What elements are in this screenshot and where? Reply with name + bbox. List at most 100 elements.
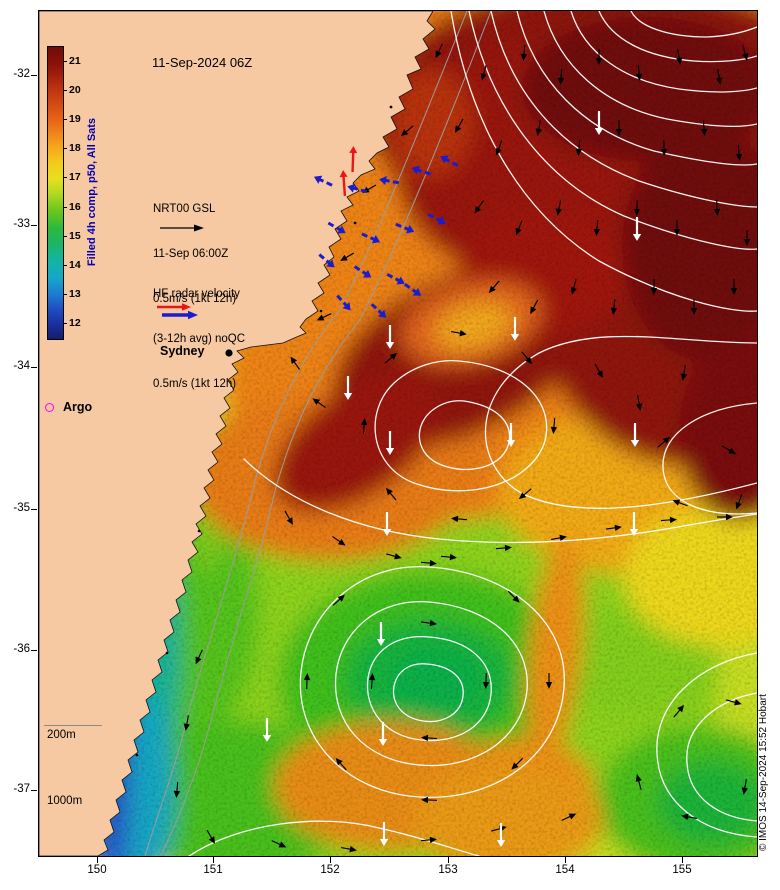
depth-legend-line <box>44 725 102 726</box>
current-arrow <box>735 144 743 161</box>
sydney-marker <box>225 349 233 357</box>
current-arrow <box>550 417 558 434</box>
current-arrow <box>451 515 468 523</box>
current-arrow <box>717 513 733 521</box>
gsl-scale-arrow-icon <box>160 224 204 232</box>
current-arrow <box>385 487 397 501</box>
hf-radar-arrow <box>361 232 381 244</box>
colorbar-tick-mark <box>63 206 67 208</box>
current-arrow <box>332 594 345 606</box>
current-arrow <box>551 534 567 541</box>
current-arrow <box>635 64 643 81</box>
white-current-arrow <box>629 512 639 536</box>
current-arrow <box>435 43 443 59</box>
hf-radar-arrow <box>347 183 368 194</box>
current-arrow <box>741 779 748 795</box>
hf-radar-arrow <box>403 283 422 296</box>
current-arrow <box>440 553 457 561</box>
legend-gsl: NRT00 GSL 11-Sep 06:00Z 0.5m/s (1kt 12h) <box>153 172 236 337</box>
current-arrow <box>716 69 723 85</box>
current-arrow <box>657 436 671 448</box>
white-current-arrow <box>506 423 516 447</box>
current-arrow <box>520 44 528 61</box>
hf-radar-arrow <box>411 165 431 176</box>
current-arrow <box>507 590 520 603</box>
white-current-arrow <box>385 325 395 349</box>
argo-label: Argo <box>63 400 93 414</box>
current-arrow <box>700 119 708 136</box>
current-arrow <box>303 673 311 690</box>
current-arrow <box>495 544 512 552</box>
current-arrow <box>570 279 577 295</box>
colorbar-tick-mark <box>63 148 67 150</box>
current-arrow <box>173 781 181 798</box>
map-title: 11-Sep-2024 06Z <box>152 55 253 70</box>
current-arrow <box>420 559 437 567</box>
sydney-label: Sydney <box>160 344 205 358</box>
current-arrow <box>593 219 601 236</box>
current-arrow <box>271 840 287 848</box>
colorbar-tick-label: 20 <box>69 83 81 96</box>
y-tick-mark <box>31 509 37 510</box>
current-arrow <box>545 673 553 689</box>
current-arrow <box>673 704 685 718</box>
colorbar-tick-mark <box>63 60 67 62</box>
y-tick-mark <box>31 225 37 226</box>
hf-radar-arrow <box>336 294 351 311</box>
current-arrow <box>660 516 677 524</box>
depth-label-200m: 200m <box>47 729 76 741</box>
copyright-text: © IMOS 14-Sep-2024 15:52 Hobart <box>758 694 769 851</box>
hf-radar-arrow <box>427 212 446 225</box>
colorbar <box>47 46 64 340</box>
current-arrow <box>615 120 623 136</box>
current-arrow <box>721 445 736 454</box>
x-tick-label: 152 <box>320 864 340 876</box>
current-arrow <box>535 120 542 136</box>
current-arrow <box>384 352 398 364</box>
colorbar-tick-label: 15 <box>69 229 81 242</box>
current-arrow <box>575 139 583 156</box>
legend-hf-line3: 0.5m/s (1kt 12h) <box>153 378 237 390</box>
white-current-arrow <box>510 317 520 341</box>
current-arrow <box>511 757 524 770</box>
current-arrow <box>743 230 751 246</box>
y-tick-label: -35 <box>13 502 30 514</box>
current-arrow <box>633 199 641 216</box>
current-arrow <box>515 220 523 236</box>
current-arrow <box>474 200 485 214</box>
white-current-arrow <box>379 822 389 846</box>
current-arrow <box>595 49 603 65</box>
x-tick-mark <box>330 857 331 863</box>
colorbar-tick-label: 16 <box>69 200 81 213</box>
colorbar-tick-label: 13 <box>69 288 81 301</box>
hf-scale-arrows-icon <box>157 303 198 320</box>
legend-gsl-line2: 11-Sep 06:00Z <box>153 248 229 260</box>
white-current-arrow <box>632 217 642 241</box>
current-arrow <box>530 299 539 315</box>
current-arrow <box>183 715 190 731</box>
y-tick-label: -33 <box>13 218 30 230</box>
colorbar-tick-mark <box>63 323 67 325</box>
white-current-arrow <box>376 622 386 646</box>
white-current-arrow <box>382 512 392 536</box>
current-arrow <box>726 699 742 706</box>
y-tick-label: -37 <box>13 783 30 795</box>
current-arrow <box>400 125 414 137</box>
current-arrow <box>735 494 743 510</box>
depth-label-1000m: 1000m <box>47 795 83 807</box>
current-arrow <box>195 649 203 665</box>
x-tick-mark <box>213 857 214 863</box>
x-tick-label: 154 <box>555 864 575 876</box>
depth-contours <box>144 11 492 856</box>
current-arrow <box>368 673 376 690</box>
current-arrow <box>594 363 603 378</box>
colorbar-tick-label: 14 <box>69 259 81 271</box>
colorbar-tick-label: 21 <box>69 54 81 67</box>
white-current-arrow <box>496 823 506 847</box>
white-current-arrow <box>594 111 604 135</box>
map-canvas <box>39 11 757 856</box>
y-tick-mark <box>31 75 37 76</box>
current-arrow <box>660 139 668 156</box>
ssh-contours <box>188 11 757 856</box>
current-arrow <box>730 279 738 295</box>
